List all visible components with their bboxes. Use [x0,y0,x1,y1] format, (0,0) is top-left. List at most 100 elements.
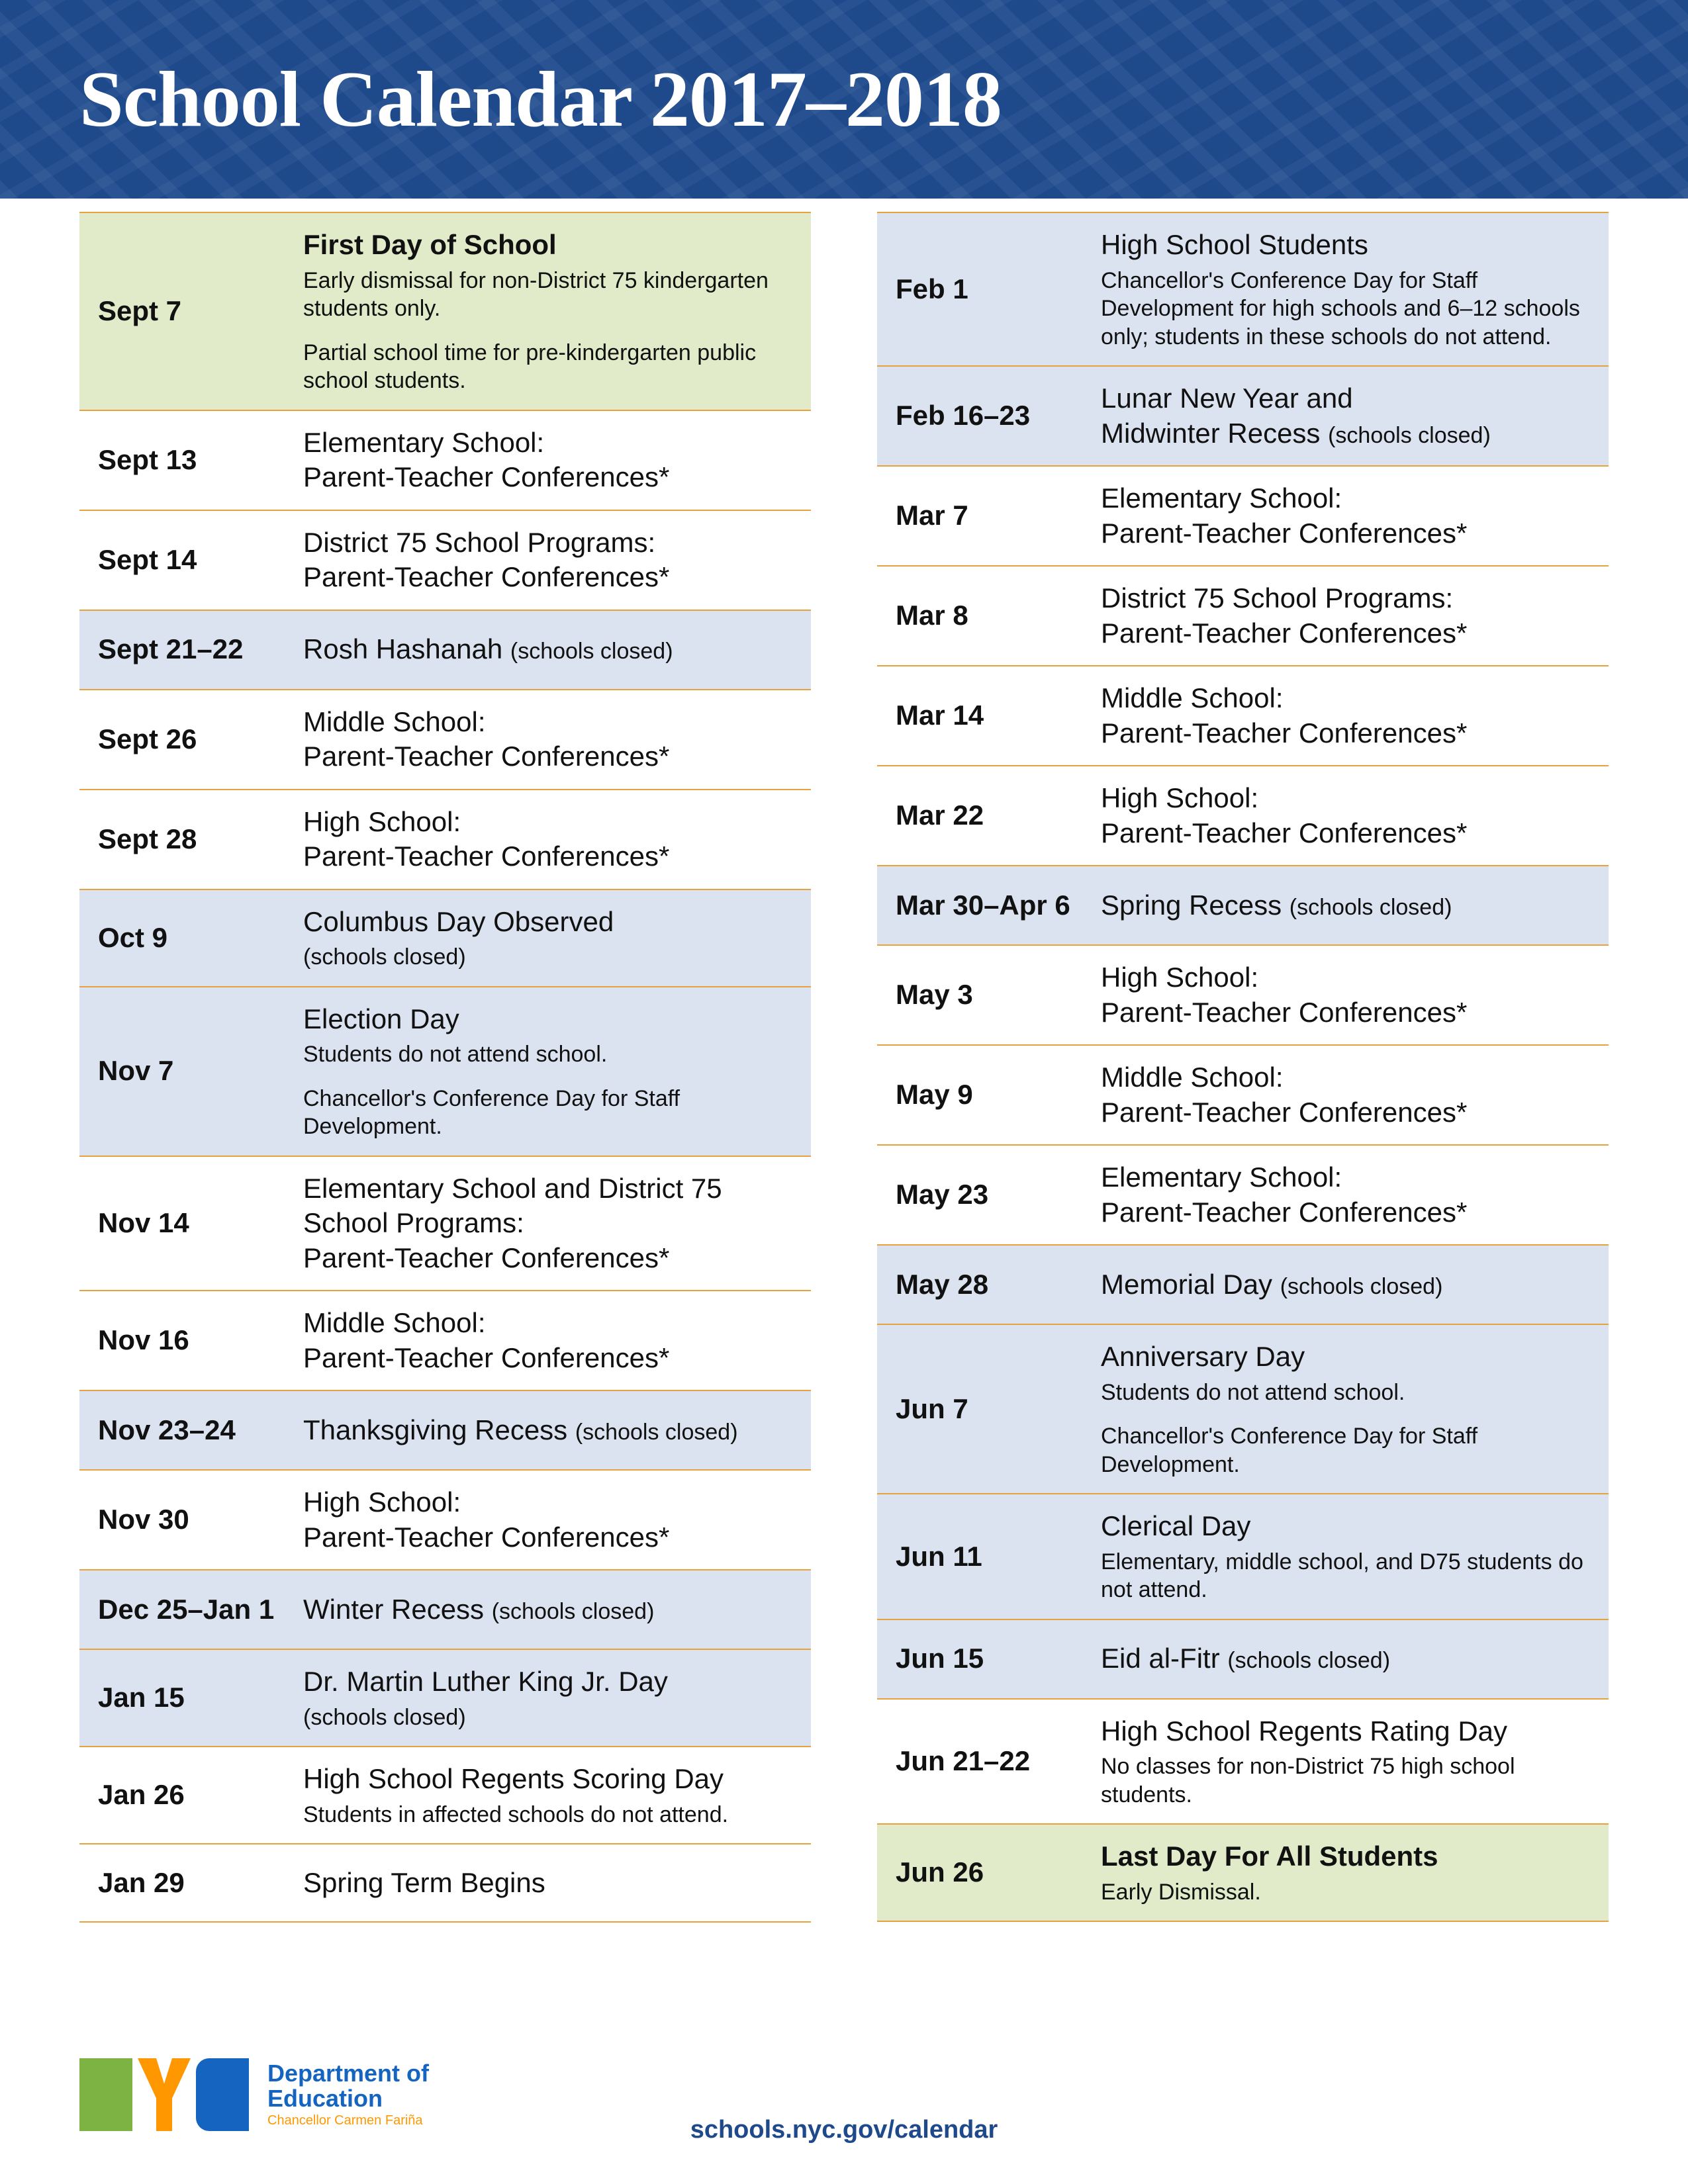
page-footer: Department of Education Chancellor Carme… [0,1999,1688,2184]
event-title: Lunar New Year and [1101,381,1590,416]
event-cell: Spring Term Begins [303,1859,792,1907]
calendar-row: Mar 22High School:Parent-Teacher Confere… [877,765,1609,865]
event-title: High School: [1101,781,1590,816]
event-cell: Rosh Hashanah (schools closed) [303,625,792,674]
date-cell: Dec 25–Jan 1 [98,1585,303,1634]
date-cell: Mar 30–Apr 6 [896,881,1101,930]
event-title-line2: Parent-Teacher Conferences* [303,560,792,595]
event-note: Early dismissal for non-District 75 kind… [303,267,792,323]
event-cell: Middle School:Parent-Teacher Conferences… [1101,1060,1590,1130]
event-note: (schools closed) [303,1704,792,1732]
event-title: Elementary School: [303,426,792,461]
calendar-row: Nov 14Elementary School and District 75 … [79,1156,811,1291]
nyc-logo-mark [79,2058,249,2131]
event-cell: Spring Recess (schools closed) [1101,881,1590,930]
event-cell: Elementary School and District 75 School… [303,1171,792,1276]
calendar-row: Mar 8District 75 School Programs:Parent-… [877,565,1609,665]
event-title-line2: Parent-Teacher Conferences* [1101,1195,1590,1230]
calendar-row: Jan 15Dr. Martin Luther King Jr. Day(sch… [79,1649,811,1746]
event-note: No classes for non-District 75 high scho… [1101,1752,1590,1809]
calendar-row: Nov 30High School:Parent-Teacher Confere… [79,1469,811,1569]
event-title: Eid al-Fitr (schools closed) [1101,1641,1590,1676]
logo-n-icon [79,2058,132,2131]
event-cell: Columbus Day Observed(schools closed) [303,905,792,972]
event-title: Elementary School and District 75 School… [303,1171,792,1241]
event-inline-note: (schools closed) [1328,423,1491,448]
event-title-line2: Parent-Teacher Conferences* [1101,995,1590,1030]
event-title: Elementary School: [1101,481,1590,516]
date-cell: May 28 [896,1260,1101,1309]
event-title: Middle School: [303,1306,792,1341]
calendar-row: Mar 7Elementary School:Parent-Teacher Co… [877,465,1609,565]
event-cell: High School:Parent-Teacher Conferences* [303,1485,792,1555]
event-inline-note: (schools closed) [1289,895,1452,920]
date-cell: Nov 30 [98,1485,303,1555]
event-title-line2: Parent-Teacher Conferences* [303,1241,792,1276]
event-cell: District 75 School Programs:Parent-Teach… [1101,581,1590,651]
event-note: Chancellor's Conference Day for Staff De… [1101,267,1590,351]
event-cell: High School Regents Rating DayNo classes… [1101,1714,1590,1809]
page-header: School Calendar 2017–2018 [0,0,1688,199]
event-note: Early Dismissal. [1101,1878,1590,1907]
event-title: Spring Term Begins [303,1866,792,1901]
event-cell: High School:Parent-Teacher Conferences* [303,805,792,874]
event-inline-note: (schools closed) [1280,1274,1443,1299]
date-cell: Jun 11 [896,1509,1101,1604]
calendar-row: Nov 23–24Thanksgiving Recess (schools cl… [79,1390,811,1469]
calendar-row: Dec 25–Jan 1Winter Recess (schools close… [79,1569,811,1649]
event-title: Winter Recess (schools closed) [303,1592,792,1627]
event-cell: Middle School:Parent-Teacher Conferences… [303,1306,792,1375]
event-title: Anniversary Day [1101,1340,1590,1375]
event-title: Middle School: [1101,681,1590,716]
event-title: First Day of School [303,228,792,263]
calendar-row: Jun 15Eid al-Fitr (schools closed) [877,1619,1609,1698]
date-cell: May 23 [896,1160,1101,1230]
event-cell: Elementary School:Parent-Teacher Confere… [1101,1160,1590,1230]
date-cell: Jun 21–22 [896,1714,1101,1809]
calendar-row: Mar 14Middle School:Parent-Teacher Confe… [877,665,1609,765]
event-cell: Middle School:Parent-Teacher Conferences… [1101,681,1590,751]
event-title-line2: Parent-Teacher Conferences* [1101,516,1590,551]
calendar-row: Sept 13Elementary School:Parent-Teacher … [79,410,811,510]
calendar-row: Sept 21–22Rosh Hashanah (schools closed) [79,610,811,689]
event-inline-note: (schools closed) [575,1420,738,1445]
event-note: Elementary, middle school, and D75 stude… [1101,1548,1590,1604]
date-cell: May 9 [896,1060,1101,1130]
event-cell: High School Regents Scoring DayStudents … [303,1762,792,1829]
event-cell: Lunar New Year andMidwinter Recess (scho… [1101,381,1590,451]
date-cell: Jan 29 [98,1859,303,1907]
event-title-line2: Parent-Teacher Conferences* [303,739,792,774]
event-cell: Dr. Martin Luther King Jr. Day (schools c… [303,1664,792,1731]
date-cell: Sept 21–22 [98,625,303,674]
event-title: Rosh Hashanah (schools closed) [303,632,792,667]
calendar-row: Nov 7Election DayStudents do not attend … [79,986,811,1156]
event-cell: District 75 School Programs:Parent-Teach… [303,525,792,595]
calendar-row: Feb 1High School StudentsChancellor's Co… [877,212,1609,365]
calendar-row: Jan 29Spring Term Begins [79,1843,811,1923]
event-note: Students do not attend school. [1101,1379,1590,1407]
date-cell: May 3 [896,960,1101,1030]
calendar-columns: Sept 7First Day of SchoolEarly dismissal… [0,199,1688,1923]
event-title: Dr. Martin Luther King Jr. Day [303,1664,792,1700]
event-title: Thanksgiving Recess (schools closed) [303,1413,792,1448]
calendar-row: May 23Elementary School:Parent-Teacher C… [877,1144,1609,1244]
event-cell: High School Students Chancellor's Confere… [1101,228,1590,351]
calendar-row: Jun 26Last Day For All StudentsEarly Dis… [877,1823,1609,1922]
calendar-row: Jun 7Anniversary DayStudents do not atte… [877,1324,1609,1493]
calendar-row: Mar 30–Apr 6Spring Recess (schools close… [877,865,1609,944]
event-title: High School Students [1101,228,1590,263]
date-cell: Mar 14 [896,681,1101,751]
date-cell: Nov 16 [98,1306,303,1375]
event-cell: Thanksgiving Recess (schools closed) [303,1406,792,1455]
event-cell: High School:Parent-Teacher Conferences* [1101,781,1590,850]
date-cell: Oct 9 [98,905,303,972]
event-cell: Winter Recess (schools closed) [303,1585,792,1634]
event-title-line2: Parent-Teacher Conferences* [1101,616,1590,651]
date-cell: Sept 26 [98,705,303,774]
logo-dept-line1: Department of [267,2061,429,2086]
date-cell: Nov 23–24 [98,1406,303,1455]
event-note: (schools closed) [303,943,792,972]
calendar-row: May 28Memorial Day (schools closed) [877,1244,1609,1324]
event-title: Memorial Day (schools closed) [1101,1267,1590,1302]
date-cell: Jun 26 [896,1839,1101,1906]
